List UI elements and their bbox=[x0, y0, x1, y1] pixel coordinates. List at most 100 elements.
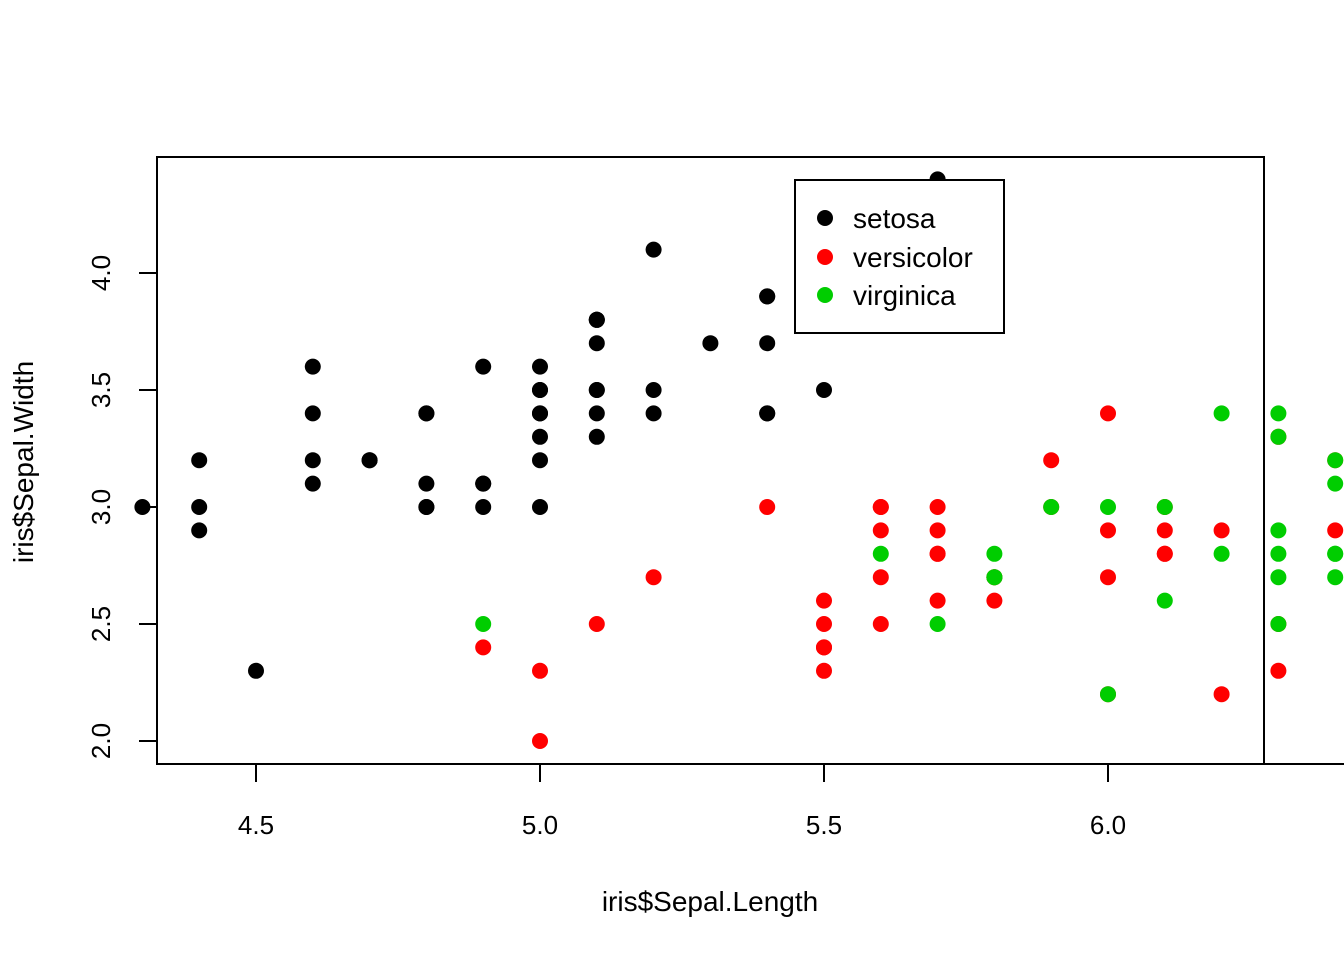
point-setosa bbox=[816, 382, 832, 398]
legend-label-setosa: setosa bbox=[853, 203, 936, 234]
point-setosa bbox=[248, 662, 264, 679]
point-setosa bbox=[759, 405, 776, 422]
legend-marker-versicolor bbox=[817, 249, 833, 265]
y-tick-label: 3.0 bbox=[86, 489, 116, 525]
series-versicolor bbox=[475, 405, 1344, 749]
point-setosa bbox=[759, 335, 776, 352]
point-virginica bbox=[1043, 499, 1060, 515]
point-virginica bbox=[1270, 545, 1287, 562]
point-setosa bbox=[532, 382, 548, 398]
point-setosa bbox=[134, 499, 151, 515]
plot-area-frame bbox=[156, 156, 1265, 765]
point-setosa bbox=[532, 428, 548, 445]
x-tick-label: 5.5 bbox=[806, 810, 842, 840]
legend-marker-virginica bbox=[817, 287, 833, 303]
point-versicolor bbox=[645, 569, 662, 586]
point-setosa bbox=[532, 405, 548, 422]
point-virginica bbox=[1156, 499, 1173, 515]
point-versicolor bbox=[816, 592, 832, 609]
point-versicolor bbox=[1043, 452, 1060, 469]
point-versicolor bbox=[872, 569, 889, 586]
point-setosa bbox=[418, 475, 435, 492]
point-versicolor bbox=[532, 662, 548, 679]
point-virginica bbox=[1213, 545, 1230, 562]
point-versicolor bbox=[986, 592, 1003, 609]
point-virginica bbox=[1327, 569, 1344, 586]
point-setosa bbox=[759, 288, 776, 305]
point-versicolor bbox=[929, 545, 946, 562]
point-versicolor bbox=[588, 616, 605, 632]
point-setosa bbox=[588, 428, 605, 445]
point-virginica bbox=[1270, 428, 1287, 445]
point-setosa bbox=[588, 311, 605, 328]
point-virginica bbox=[1270, 405, 1287, 422]
point-versicolor bbox=[759, 499, 776, 515]
series-virginica bbox=[475, 405, 1344, 703]
point-versicolor bbox=[1100, 522, 1116, 539]
point-virginica bbox=[1100, 686, 1116, 703]
x-axis-label: iris$Sepal.Length bbox=[602, 886, 818, 917]
point-setosa bbox=[361, 452, 378, 469]
point-setosa bbox=[475, 475, 492, 492]
data-points bbox=[134, 171, 1344, 749]
point-virginica bbox=[1156, 592, 1173, 609]
point-virginica bbox=[1327, 452, 1344, 469]
point-versicolor bbox=[1100, 569, 1116, 586]
point-versicolor bbox=[872, 616, 889, 632]
point-versicolor bbox=[929, 592, 946, 609]
point-setosa bbox=[191, 522, 208, 539]
legend-marker-setosa bbox=[817, 210, 833, 226]
x-tick-label: 6.0 bbox=[1090, 810, 1126, 840]
point-setosa bbox=[191, 452, 208, 469]
point-versicolor bbox=[872, 522, 889, 539]
point-virginica bbox=[1100, 499, 1116, 515]
point-versicolor bbox=[1100, 405, 1116, 422]
point-setosa bbox=[304, 405, 321, 422]
point-virginica bbox=[1327, 545, 1344, 562]
point-versicolor bbox=[1213, 522, 1230, 539]
point-versicolor bbox=[1327, 522, 1344, 539]
x-axis: 4.55.05.56.06.57.07.58.0 bbox=[238, 763, 1344, 840]
legend-label-virginica: virginica bbox=[853, 280, 956, 311]
point-virginica bbox=[1270, 616, 1287, 632]
y-tick-label: 2.0 bbox=[86, 723, 116, 759]
point-setosa bbox=[418, 405, 435, 422]
y-tick-label: 2.5 bbox=[86, 606, 116, 642]
point-setosa bbox=[702, 335, 719, 352]
point-versicolor bbox=[929, 522, 946, 539]
point-versicolor bbox=[1270, 662, 1287, 679]
point-setosa bbox=[532, 358, 548, 375]
point-setosa bbox=[304, 475, 321, 492]
y-axis-label: iris$Sepal.Width bbox=[8, 361, 39, 563]
point-versicolor bbox=[816, 662, 832, 679]
point-setosa bbox=[532, 452, 548, 469]
point-versicolor bbox=[929, 499, 946, 515]
point-versicolor bbox=[532, 733, 548, 749]
point-versicolor bbox=[1213, 686, 1230, 703]
point-virginica bbox=[872, 545, 889, 562]
x-tick-label: 4.5 bbox=[238, 810, 274, 840]
point-versicolor bbox=[872, 499, 889, 515]
point-virginica bbox=[986, 569, 1003, 586]
point-virginica bbox=[929, 616, 946, 632]
point-setosa bbox=[645, 382, 662, 398]
point-setosa bbox=[645, 241, 662, 258]
point-virginica bbox=[1270, 522, 1287, 539]
legend: setosa versicolor virginica bbox=[794, 179, 1005, 334]
point-versicolor bbox=[816, 639, 832, 656]
point-setosa bbox=[418, 499, 435, 515]
point-versicolor bbox=[475, 639, 492, 656]
point-virginica bbox=[475, 616, 492, 632]
point-versicolor bbox=[816, 616, 832, 632]
point-setosa bbox=[588, 405, 605, 422]
y-axis: 2.0 2.5 3.0 3.5 4.0 bbox=[86, 255, 158, 759]
point-virginica bbox=[1270, 569, 1287, 586]
point-setosa bbox=[532, 499, 548, 515]
point-setosa bbox=[645, 405, 662, 422]
point-virginica bbox=[1327, 475, 1344, 492]
point-versicolor bbox=[1156, 545, 1173, 562]
point-setosa bbox=[588, 382, 605, 398]
point-setosa bbox=[304, 358, 321, 375]
legend-label-versicolor: versicolor bbox=[853, 242, 973, 273]
